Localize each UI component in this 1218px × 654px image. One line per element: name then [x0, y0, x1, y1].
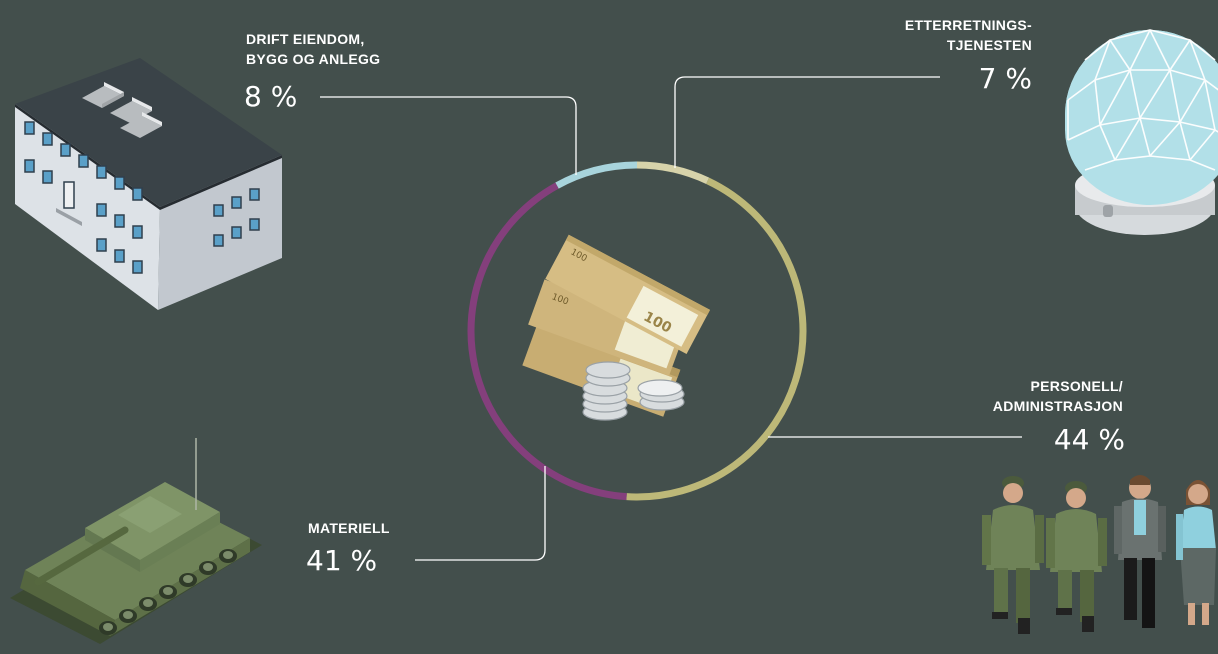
donut-segment-personell	[626, 177, 807, 501]
pct-materiell: 41 %	[306, 544, 378, 577]
leader-line-materiell	[415, 466, 546, 561]
leader-lines	[320, 76, 1022, 561]
people-icon	[982, 475, 1216, 634]
soldier-figure	[1046, 481, 1107, 632]
soldier-figure	[982, 476, 1044, 634]
pct-drift: 8 %	[244, 80, 298, 113]
pct-etterretning: 7 %	[978, 62, 1032, 95]
donut-segment-etterretning	[636, 161, 710, 184]
label-personell: PERSONELL/ ADMINISTRASJON	[900, 376, 1123, 416]
label-drift-line2: BYGG OG ANLEGG	[246, 51, 381, 67]
label-drift-line1: DRIFT EIENDOM,	[246, 31, 365, 47]
tank-icon	[10, 438, 262, 644]
radar-dome-icon	[1065, 29, 1218, 235]
donut-ring	[467, 161, 807, 501]
label-personell-line2: ADMINISTRASJON	[992, 398, 1123, 414]
pct-personell: 44 %	[1053, 423, 1125, 456]
label-materiell-line1: MATERIELL	[308, 520, 390, 536]
civilian-man-figure	[1114, 475, 1166, 628]
label-drift: DRIFT EIENDOM, BYGG OG ANLEGG	[246, 29, 380, 69]
donut-segment-materiell	[467, 182, 627, 501]
label-etterretning-line1: ETTERRETNINGS-	[904, 17, 1032, 33]
label-etterretning: ETTERRETNINGS- TJENESTEN	[830, 15, 1032, 55]
leader-line-etterretning	[674, 76, 940, 168]
donut-segment-drift	[555, 161, 638, 189]
civilian-woman-figure	[1176, 480, 1216, 625]
label-etterretning-line2: TJENESTEN	[946, 37, 1032, 53]
money-icon: 100 100 100	[522, 234, 711, 421]
leader-line-drift	[320, 96, 577, 175]
building-icon	[15, 58, 282, 310]
label-materiell: MATERIELL	[308, 518, 390, 538]
label-personell-line1: PERSONELL/	[1030, 378, 1123, 394]
